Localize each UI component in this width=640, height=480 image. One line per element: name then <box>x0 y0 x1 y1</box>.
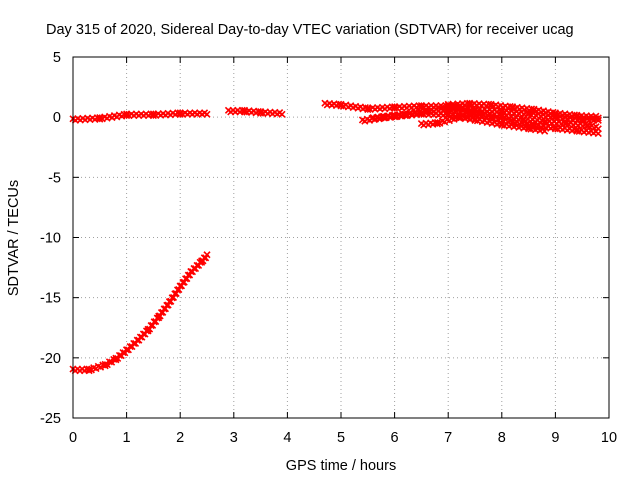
series-baseline-2 <box>224 106 286 118</box>
data-point <box>594 125 602 133</box>
y-tick-label: 0 <box>53 110 61 126</box>
y-axis-label: SDTVAR / TECUs <box>6 180 22 296</box>
y-tick-label: -20 <box>40 351 61 367</box>
series-baseline-1 <box>69 109 211 124</box>
x-tick-label: 9 <box>551 430 559 446</box>
data-point <box>149 111 157 120</box>
series-rising-segment <box>69 251 211 375</box>
y-tick-label: 5 <box>53 50 61 66</box>
data-point <box>105 358 114 366</box>
data-point <box>278 110 286 118</box>
series-arc-d <box>417 109 602 133</box>
data-point <box>203 110 211 118</box>
x-tick-label: 7 <box>444 430 452 446</box>
chart-title: Day 315 of 2020, Sidereal Day-to-day VTE… <box>46 22 574 38</box>
data-point <box>417 110 425 118</box>
x-tick-label: 8 <box>498 430 506 446</box>
data-point <box>541 127 549 135</box>
data-point <box>455 114 463 122</box>
data-point <box>391 104 399 112</box>
data-point <box>257 109 265 117</box>
data-point <box>573 113 581 121</box>
y-tick-label: -15 <box>40 291 61 307</box>
x-tick-label: 1 <box>123 430 131 446</box>
data-point <box>123 111 131 120</box>
x-tick-label: 2 <box>176 430 184 446</box>
data-point <box>594 114 602 122</box>
x-tick-label: 0 <box>69 430 77 446</box>
x-tick-label: 4 <box>283 430 291 446</box>
data-point <box>101 360 109 368</box>
y-tick-label: -10 <box>40 231 61 247</box>
data-point <box>594 116 602 124</box>
data-point <box>466 101 474 109</box>
data-point <box>364 105 372 114</box>
x-axis-label: GPS time / hours <box>286 458 396 474</box>
data-point <box>541 119 549 127</box>
x-tick-label: 5 <box>337 430 345 446</box>
x-tick-label: 6 <box>391 430 399 446</box>
y-tick-label: -25 <box>40 411 61 427</box>
data-point <box>176 110 184 118</box>
data-point <box>203 251 211 259</box>
data-point <box>391 113 399 121</box>
x-tick-label: 3 <box>230 430 238 446</box>
plot-frame <box>72 56 610 419</box>
x-tick-label: 10 <box>601 430 617 446</box>
y-tick-label: -5 <box>48 170 61 186</box>
plot-area <box>69 99 602 375</box>
data-point <box>96 115 104 123</box>
series-arc-e <box>444 99 602 122</box>
